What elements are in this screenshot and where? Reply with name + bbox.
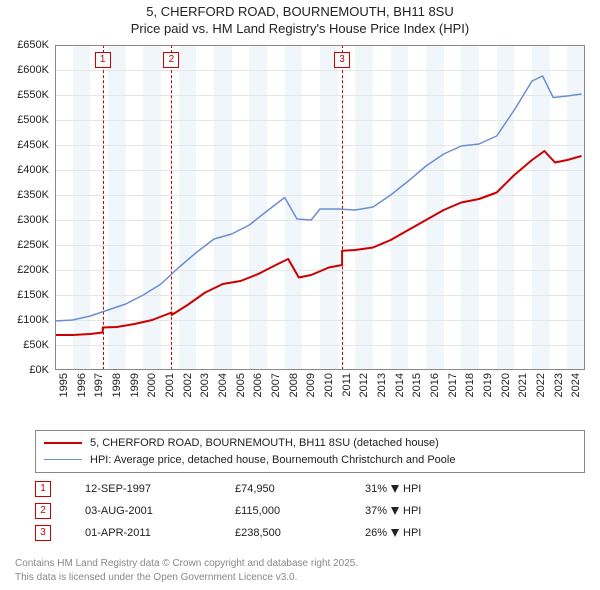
y-tick-label: £150K [17,289,49,301]
x-tick-label: 2008 [288,373,300,397]
x-tick-label: 2015 [411,373,423,397]
legend-label: HPI: Average price, detached house, Bour… [90,452,455,469]
sale-marker: 3 [35,525,51,541]
sale-date: 12-SEP-1997 [85,483,235,495]
footer-line: Contains HM Land Registry data © Crown c… [15,557,585,571]
x-tick-label: 2024 [570,373,582,397]
x-tick-label: 2002 [182,373,194,397]
x-tick-label: 1997 [93,373,105,397]
y-axis-ticks: £0K£50K£100K£150K£200K£250K£300K£350K£40… [0,45,55,370]
sale-marker: 1 [35,481,51,497]
legend-swatch [44,459,82,460]
x-tick-label: 1995 [58,373,70,397]
chart-title: 5, CHERFORD ROAD, BOURNEMOUTH, BH11 8SU … [0,0,600,38]
chart-plot-area: 123 [55,45,585,370]
x-tick-label: 2000 [146,373,158,397]
x-axis-ticks: 1995 1996 1997 1998 1999 2000 2001 2002 2003 2004… [55,370,585,430]
y-tick-label: £500K [17,114,49,126]
sale-price: £115,000 [235,505,365,517]
legend-item: HPI: Average price, detached house, Bour… [44,452,576,469]
sale-marker: 2 [35,503,51,519]
y-tick-label: £200K [17,264,49,276]
x-tick-label: 2013 [376,373,388,397]
x-tick-label: 2001 [164,373,176,397]
y-tick-label: £300K [17,214,49,226]
x-tick-label: 2023 [553,373,565,397]
x-tick-label: 2018 [464,373,476,397]
sale-hpi-delta: 31%HPI [365,483,421,495]
legend-item: 5, CHERFORD ROAD, BOURNEMOUTH, BH11 8SU … [44,435,576,452]
chart-lines [55,45,585,370]
x-tick-label: 2009 [305,373,317,397]
y-tick-label: £50K [23,339,49,351]
x-tick-label: 2020 [500,373,512,397]
y-tick-label: £450K [17,139,49,151]
x-tick-label: 2012 [358,373,370,397]
legend: 5, CHERFORD ROAD, BOURNEMOUTH, BH11 8SU … [35,430,585,473]
y-tick-label: £100K [17,314,49,326]
x-tick-label: 2007 [270,373,282,397]
y-tick-label: £550K [17,89,49,101]
x-tick-label: 2005 [235,373,247,397]
arrow-down-icon [391,485,399,493]
x-tick-label: 1999 [129,373,141,397]
x-tick-label: 2021 [517,373,529,397]
arrow-down-icon [391,507,399,515]
sale-price: £238,500 [235,527,365,539]
x-tick-label: 2010 [323,373,335,397]
x-tick-label: 1996 [76,373,88,397]
title-line1: 5, CHERFORD ROAD, BOURNEMOUTH, BH11 8SU [0,4,600,21]
sale-row: 1 12-SEP-1997£74,95031%HPI [35,478,585,500]
y-tick-label: £250K [17,239,49,251]
arrow-down-icon [391,529,399,537]
y-tick-label: £0K [29,364,49,376]
y-tick-label: £650K [17,39,49,51]
sale-price: £74,950 [235,483,365,495]
x-tick-label: 2003 [199,373,211,397]
attribution-footer: Contains HM Land Registry data © Crown c… [15,557,585,584]
x-tick-label: 2006 [252,373,264,397]
legend-label: 5, CHERFORD ROAD, BOURNEMOUTH, BH11 8SU … [90,435,439,452]
title-line2: Price paid vs. HM Land Registry's House … [0,21,600,38]
y-tick-label: £350K [17,189,49,201]
footer-line: This data is licensed under the Open Gov… [15,571,585,585]
sale-date: 03-AUG-2001 [85,505,235,517]
x-tick-label: 2017 [447,373,459,397]
x-tick-label: 2016 [429,373,441,397]
sale-hpi-delta: 37%HPI [365,505,421,517]
x-tick-label: 2004 [217,373,229,397]
sale-hpi-delta: 26%HPI [365,527,421,539]
legend-swatch [44,442,82,444]
sale-row: 3 01-APR-2011£238,50026%HPI [35,522,585,544]
x-tick-label: 1998 [111,373,123,397]
y-tick-label: £600K [17,64,49,76]
sales-table: 1 12-SEP-1997£74,95031%HPI 2 03-AUG-2001£11… [35,478,585,544]
x-tick-label: 2014 [394,373,406,397]
sale-date: 01-APR-2011 [85,527,235,539]
sale-row: 2 03-AUG-2001£115,00037%HPI [35,500,585,522]
series-hpi [55,76,582,321]
y-tick-label: £400K [17,164,49,176]
x-tick-label: 2019 [482,373,494,397]
x-tick-label: 2022 [535,373,547,397]
series-price_paid [55,151,582,335]
x-tick-label: 2011 [341,373,353,397]
